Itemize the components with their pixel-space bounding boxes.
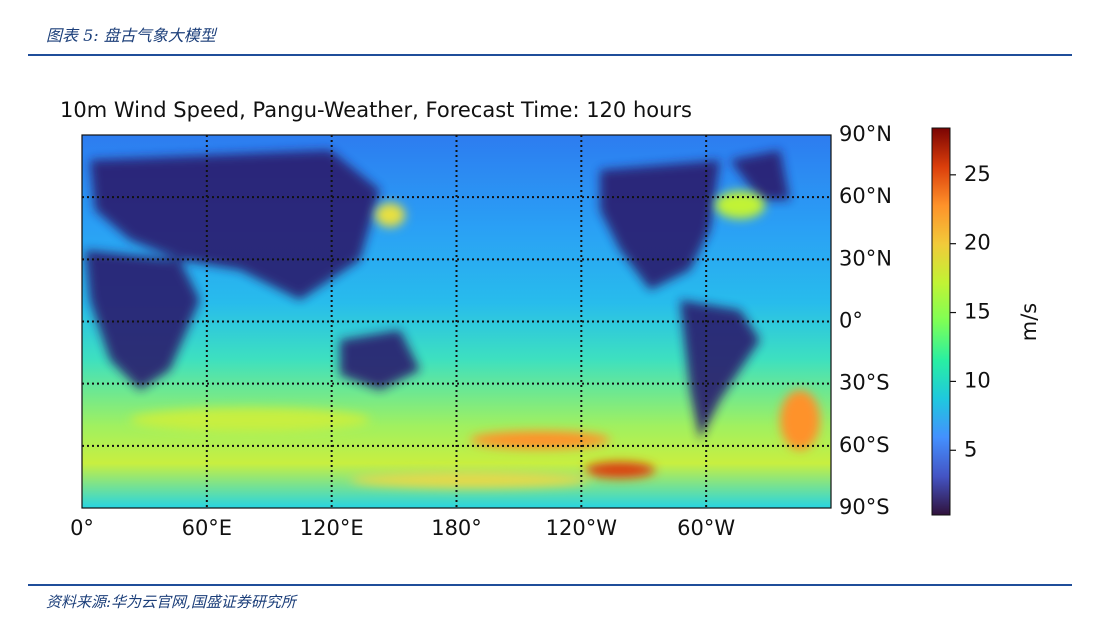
- x-tick-label: 120°E: [300, 516, 364, 540]
- x-tick-label: 120°W: [546, 516, 618, 540]
- colorbar-tick-label: 20: [964, 231, 991, 255]
- y-tick-label: 0°: [839, 309, 863, 333]
- colorbar-tick-label: 25: [964, 162, 991, 186]
- y-tick-label: 30°N: [839, 246, 892, 270]
- colorbar-label: m/s: [1017, 303, 1041, 341]
- x-tick-label: 0°: [70, 516, 94, 540]
- x-tick-label: 180°: [431, 516, 482, 540]
- x-tick-label: 60°W: [677, 516, 735, 540]
- colorbar-tick-label: 15: [964, 300, 991, 324]
- x-tick-label: 60°E: [182, 516, 233, 540]
- figure-title: 10m Wind Speed, Pangu-Weather, Forecast …: [60, 98, 692, 122]
- y-tick-label: 60°N: [839, 184, 892, 208]
- y-tick-label: 90°S: [839, 495, 890, 519]
- colorbar-tick-label: 5: [964, 437, 977, 461]
- colorbar: [931, 127, 951, 516]
- y-tick-label: 30°S: [839, 371, 890, 395]
- y-tick-label: 90°N: [839, 122, 892, 146]
- header-rule: [28, 54, 1072, 56]
- figure-header: 图表 5: 盘古气象大模型: [46, 26, 216, 45]
- colorbar-tick-label: 10: [964, 368, 991, 392]
- source-note: 资料来源:华为云官网,国盛证券研究所: [46, 593, 296, 611]
- y-tick-label: 60°S: [839, 433, 890, 457]
- footer-rule: [28, 584, 1072, 586]
